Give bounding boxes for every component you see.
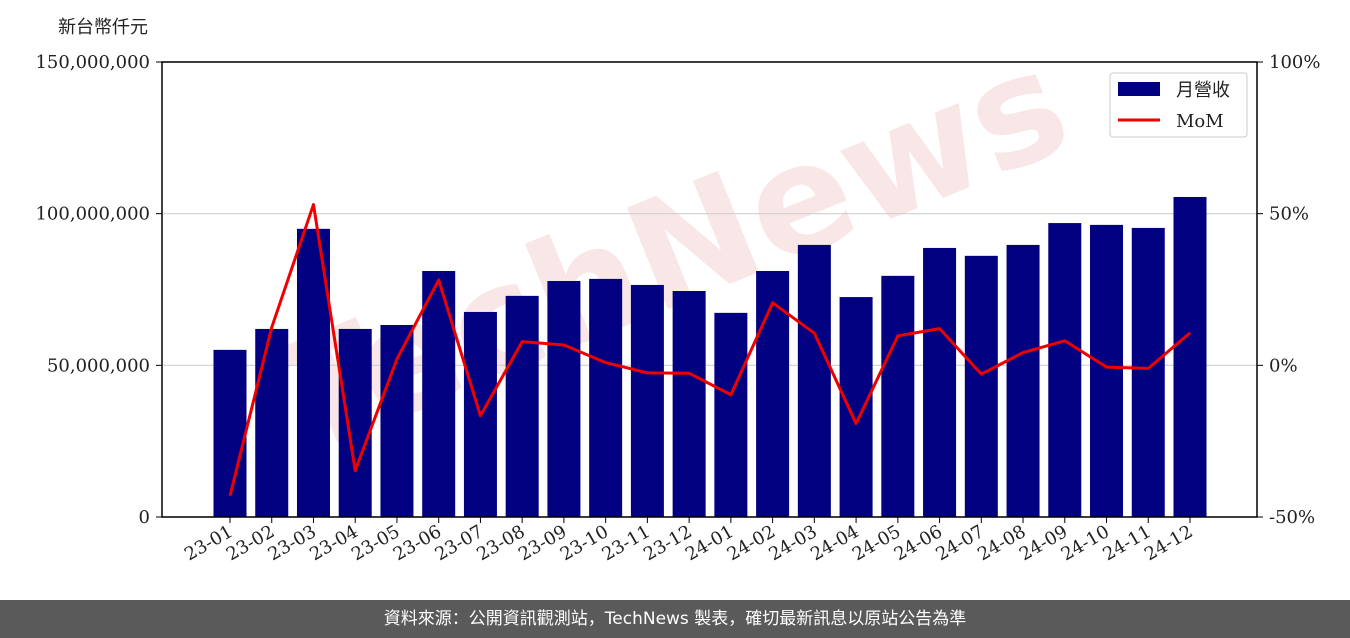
bar [839,297,873,517]
bar [1173,196,1207,517]
x-tick-label: 24-12 [1141,521,1196,565]
bar [1131,227,1165,517]
bar [1006,244,1040,517]
bar [589,278,623,517]
y2-tick-label: 0% [1269,355,1298,376]
legend-label: 月營收 [1176,80,1230,101]
y-tick-label: 0 [139,507,150,528]
bar [1048,223,1082,517]
bar [881,275,915,517]
y2-tick-label: -50% [1269,507,1315,528]
bar [630,284,664,517]
y2-tick-label: 50% [1269,204,1309,225]
bar [505,295,539,517]
bar [213,349,247,517]
bar [714,312,748,517]
bar [255,328,289,517]
bar [547,281,581,517]
bar [756,270,790,517]
bar [380,324,414,517]
watermark: TechNews [251,16,1090,490]
y-tick-label: 150,000,000 [35,52,150,73]
bar [338,328,372,517]
y-axis-label: 新台幣仟元 [58,17,148,38]
bar [923,247,957,517]
bar [422,270,456,517]
bar [1090,224,1124,517]
bar [797,244,831,517]
legend-swatch [1118,82,1160,96]
line [228,203,1191,497]
y2-tick-label: 100% [1269,52,1320,73]
footer: 資料來源：公開資訊觀測站，TechNews 製表，確切最新訊息以原站公告為準 [0,600,1350,638]
bar [672,291,706,517]
bar [964,255,998,517]
y-tick-label: 100,000,000 [35,204,150,225]
plot-frame [161,61,1258,518]
y-tick-label: 50,000,000 [47,355,150,376]
legend-label: MoM [1176,111,1224,132]
chart: 新台幣仟元 TechNews 0 50,000,000 100,000,000 150… [35,16,1320,566]
